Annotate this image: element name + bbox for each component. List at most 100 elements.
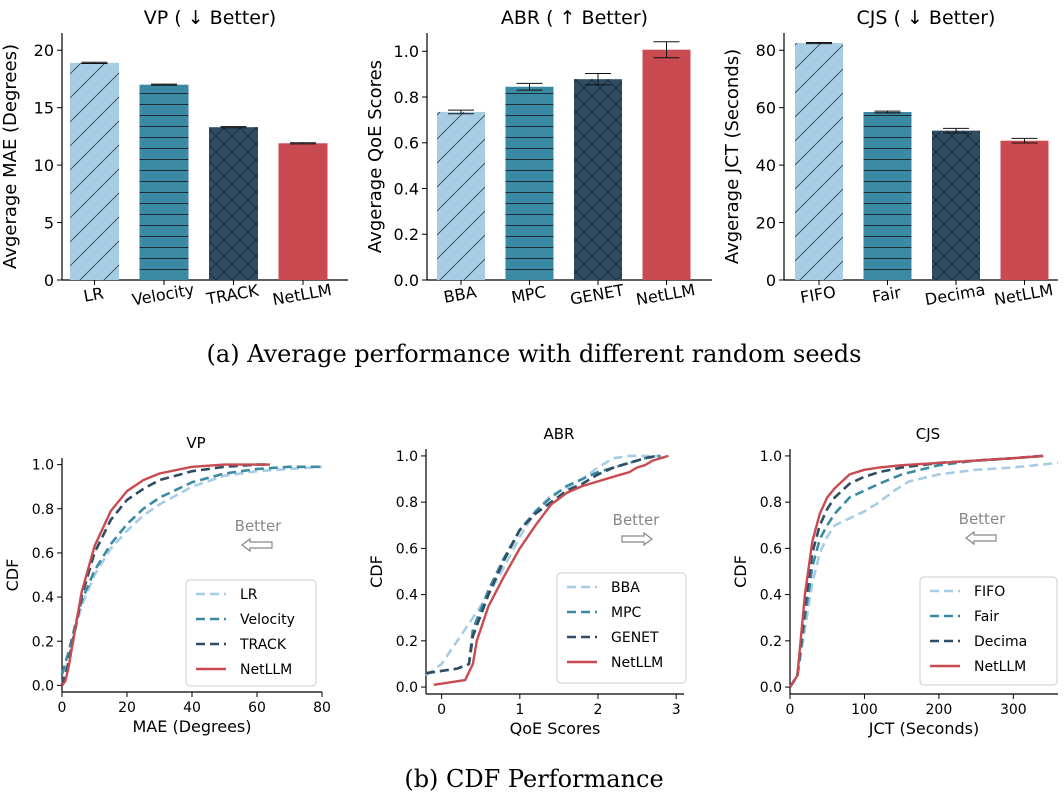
x-tick-label: NetLLM xyxy=(271,280,333,309)
better-annotation: Better xyxy=(959,510,1007,546)
x-tick-label: TRACK xyxy=(204,281,261,309)
error-bar xyxy=(806,41,832,45)
y-tick-label: 5 xyxy=(44,213,54,232)
series-line-mpc xyxy=(425,454,661,675)
y-tick-label: 0.6 xyxy=(394,134,419,153)
y-tick-label: 0.4 xyxy=(396,588,418,604)
y-axis-label: Avgerage JCT (Seconds) xyxy=(722,49,743,264)
y-tick-label: 20 xyxy=(756,213,776,232)
chart-title: ABR xyxy=(544,425,575,443)
y-tick-label: 0.8 xyxy=(32,502,54,518)
bar-hatch xyxy=(932,130,980,280)
better-label: Better xyxy=(613,511,661,529)
x-tick-label: Velocity xyxy=(130,280,195,310)
y-tick-label: 0.8 xyxy=(760,495,782,511)
error-bar xyxy=(81,61,108,64)
chart-title: VP xyxy=(186,434,205,452)
error-bar xyxy=(448,109,474,115)
y-tick-label: 40 xyxy=(756,156,776,175)
legend-label: Decima xyxy=(974,634,1027,650)
bar-hatch xyxy=(139,84,189,280)
x-axis-label: JCT (Seconds) xyxy=(868,719,979,738)
x-tick-label: 0 xyxy=(786,702,795,718)
bar-chart-3: CJS ( ↓ Better) 0 20 40 60 80 Avgerage JCT (Se… xyxy=(722,7,1058,309)
better-label: Better xyxy=(959,510,1007,528)
chart-title: ABR ( ↑ Better) xyxy=(501,7,648,29)
better-annotation: Better xyxy=(235,517,282,553)
error-bar xyxy=(653,41,680,59)
x-tick-label: Fair xyxy=(871,283,903,307)
y-tick-label: 60 xyxy=(756,98,776,117)
legend: FIFO Fair Decima NetLLM xyxy=(919,576,1058,686)
better-arrow-icon xyxy=(965,530,997,546)
error-bar xyxy=(516,82,543,91)
x-tick-label: 2 xyxy=(594,702,603,718)
error-bar xyxy=(874,110,901,114)
x-tick-label: 60 xyxy=(248,700,266,716)
series-line-netllm xyxy=(433,454,669,686)
legend-label: FIFO xyxy=(974,584,1005,600)
legend-box xyxy=(919,576,1058,686)
bar-hatch xyxy=(437,111,485,281)
legend-label: NetLLM xyxy=(611,655,663,671)
legend-label: Velocity xyxy=(240,612,295,628)
cdf-chart-2: ABR 0.0 0.2 0.4 0.6 0.8 1.0 CDF 0 1 2 3 QoE Scores Be… xyxy=(367,425,687,738)
y-tick-label: 20 xyxy=(34,41,54,60)
y-tick-label: 0.0 xyxy=(394,271,419,290)
x-tick-label: 40 xyxy=(183,700,201,716)
x-tick-label: FIFO xyxy=(799,282,837,307)
error-bar xyxy=(290,142,316,145)
bar-hatch xyxy=(574,79,622,280)
x-tick-label: 20 xyxy=(118,700,136,716)
series-line-netllm xyxy=(61,463,270,687)
bar-hatch xyxy=(505,86,554,281)
y-tick-label: 15 xyxy=(34,98,54,117)
x-tick-label: 300 xyxy=(1000,702,1027,718)
caption-a: (a) Average performance with different r… xyxy=(207,340,862,368)
better-arrow-icon xyxy=(241,537,273,553)
legend-label: LR xyxy=(240,587,258,603)
bar xyxy=(278,143,328,280)
y-tick-label: 1.0 xyxy=(394,42,419,61)
chart-title: VP ( ↓ Better) xyxy=(144,7,276,29)
legend-label: TRACK xyxy=(239,637,287,653)
y-tick-label: 0.0 xyxy=(396,680,418,696)
y-tick-label: 0.4 xyxy=(394,179,419,198)
legend: LR Velocity TRACK NetLLM xyxy=(185,579,317,687)
chart-title: CJS ( ↓ Better) xyxy=(857,7,996,29)
y-tick-label: 1.0 xyxy=(396,449,418,465)
error-bar xyxy=(220,126,247,129)
x-tick-label: 3 xyxy=(672,702,681,718)
caption-b: (b) CDF Performance xyxy=(404,765,663,793)
y-tick-label: 1.0 xyxy=(32,458,54,474)
better-annotation: Better xyxy=(613,511,661,547)
y-tick-label: 10 xyxy=(34,156,54,175)
x-tick-label: LR xyxy=(82,283,105,305)
y-axis-label: Avgerage MAE (Degrees) xyxy=(0,44,21,269)
series-line-decima xyxy=(788,454,1044,688)
y-tick-label: 0.2 xyxy=(32,634,54,650)
error-bar xyxy=(151,83,177,86)
series-line-velocity xyxy=(60,465,322,675)
y-tick-label: 0.2 xyxy=(760,634,782,650)
x-tick-label: MPC xyxy=(510,282,547,307)
y-tick-label: 0.2 xyxy=(396,634,418,650)
x-tick-label: Decima xyxy=(923,280,986,309)
legend-box xyxy=(556,572,687,684)
y-tick-label: 80 xyxy=(756,41,776,60)
series-line-genet xyxy=(425,454,657,675)
bar-hatch xyxy=(863,111,912,280)
y-tick-label: 0.8 xyxy=(396,495,418,511)
bar-hatch xyxy=(209,127,258,280)
cdf-chart-1: VP 0.0 0.2 0.4 0.6 0.8 1.0 CDF 0 20 40 60 80 MAE (Deg… xyxy=(3,434,331,736)
y-tick-label: 0.6 xyxy=(32,546,54,562)
better-arrow-icon xyxy=(621,531,653,547)
cdf-chart-3: CJS 0.0 0.2 0.4 0.6 0.8 1.0 CDF 0 100 200 300 JCT (S… xyxy=(731,425,1059,738)
x-tick-label: 100 xyxy=(851,702,878,718)
x-tick-label: BBA xyxy=(442,282,478,306)
error-bar xyxy=(1011,137,1038,144)
x-tick-label: 0 xyxy=(58,700,67,716)
series-line-netllm xyxy=(788,454,1044,688)
legend-label: GENET xyxy=(611,630,659,646)
error-bar xyxy=(585,72,611,86)
